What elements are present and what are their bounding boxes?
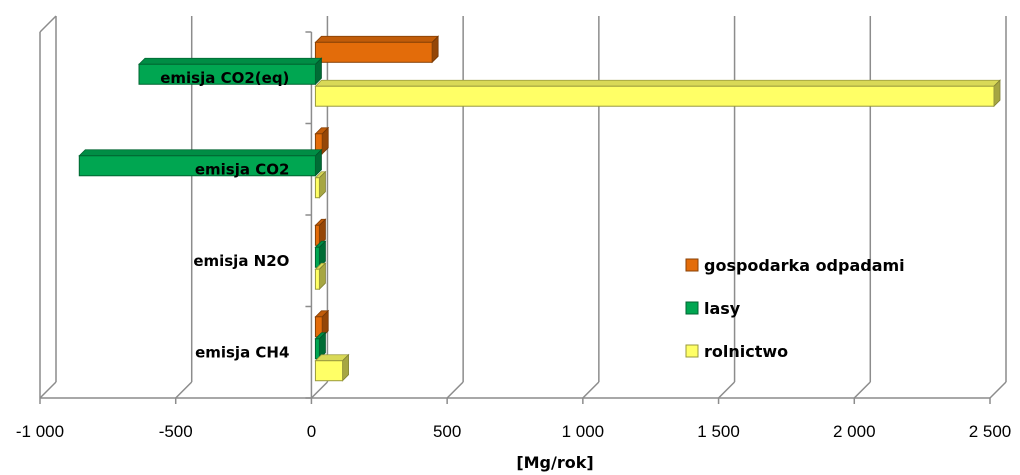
category-label: emisja CO2 bbox=[195, 160, 290, 178]
gridline-depth bbox=[718, 381, 736, 399]
bar-lasy-3 bbox=[314, 240, 327, 269]
bar-gospodarka-odpadami-3 bbox=[314, 218, 327, 247]
legend-swatch bbox=[685, 344, 699, 358]
x-tick-label: 2 000 bbox=[833, 422, 876, 441]
gridline-depth bbox=[582, 381, 600, 399]
category-labels: emisja CO2(eq) emisja CO2 emisja N2O emisja… bbox=[160, 69, 289, 362]
gridline-depth bbox=[310, 381, 328, 399]
legend-label: rolnictwo bbox=[704, 342, 788, 361]
category-label: emisja CO2(eq) bbox=[160, 69, 289, 87]
floor-edge-left bbox=[39, 381, 57, 399]
bar-lasy-1 bbox=[138, 57, 323, 86]
legend: gospodarka odpadami lasy rolnictwo bbox=[685, 256, 905, 361]
bars bbox=[78, 35, 1001, 382]
x-tick-label: 500 bbox=[433, 422, 461, 441]
legend-swatch bbox=[685, 301, 699, 315]
x-tick-label: 0 bbox=[307, 422, 316, 441]
legend-label: gospodarka odpadami bbox=[704, 256, 905, 275]
bar-rolnictwo-3 bbox=[314, 262, 327, 291]
x-tick-label: -500 bbox=[159, 422, 193, 441]
bar-gospodarka-odpadami-2 bbox=[314, 126, 330, 155]
bar-rolnictwo-4 bbox=[314, 353, 350, 382]
category-label: emisja CH4 bbox=[195, 343, 289, 361]
bar-gospodarka-odpadami-1 bbox=[314, 35, 440, 64]
legend-item: lasy bbox=[685, 299, 741, 318]
side-wall-top bbox=[39, 15, 57, 33]
gridline-depth bbox=[175, 381, 193, 399]
category-label: emisja N2O bbox=[193, 252, 289, 270]
x-tick-label: -1 000 bbox=[16, 422, 64, 441]
legend-label: lasy bbox=[704, 299, 741, 318]
x-tick-label: 2 500 bbox=[969, 422, 1012, 441]
legend-swatch bbox=[685, 258, 699, 272]
gridline-depth bbox=[989, 381, 1007, 399]
gridline-depth bbox=[853, 381, 871, 399]
gridline-depth bbox=[446, 381, 464, 399]
legend-item: rolnictwo bbox=[685, 342, 788, 361]
bar-gospodarka-odpadami-4 bbox=[314, 309, 330, 338]
bar-lasy-2 bbox=[78, 148, 323, 177]
bar-rolnictwo-1 bbox=[314, 79, 1001, 108]
legend-item: gospodarka odpadami bbox=[685, 256, 905, 275]
x-tick-label: 1 500 bbox=[697, 422, 740, 441]
bar-rolnictwo-2 bbox=[314, 170, 327, 199]
x-tick-labels: -1 000 -500 0 500 1 000 1 500 2 000 2 500 bbox=[16, 422, 1011, 441]
x-tick-label: 1 000 bbox=[562, 422, 605, 441]
x-axis-title: [Mg/rok] bbox=[516, 453, 593, 472]
